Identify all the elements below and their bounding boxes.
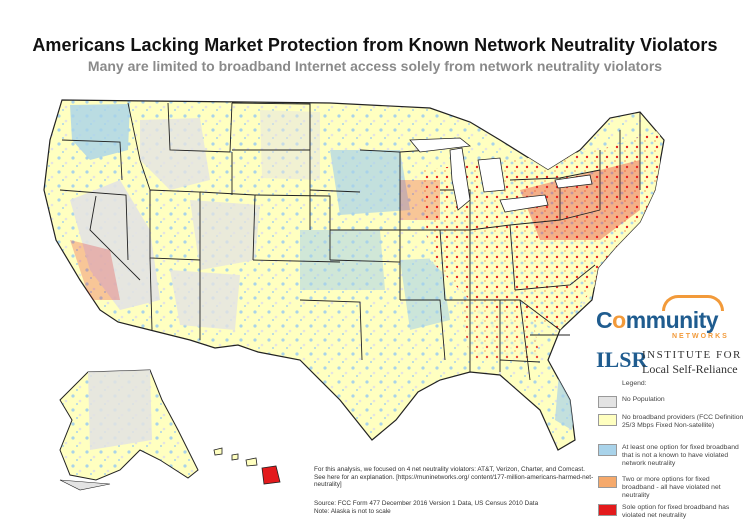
- ilsr-mark: ILSR: [596, 347, 648, 372]
- ilsr-line2: Local Self-Reliance: [642, 362, 738, 376]
- legend-title: Legend:: [622, 380, 647, 387]
- legend-label: No broadband providers (FCC Definition 2…: [622, 414, 744, 429]
- legend-label: At least one option for fixed broadband …: [622, 444, 739, 467]
- legend-swatch: [598, 396, 617, 408]
- community-networks-logo: Community NETWORKS: [596, 295, 736, 345]
- ilsr-logo: ILSR INSTITUTE FOR Local Self-Reliance: [596, 343, 746, 383]
- alaska: [59, 369, 199, 491]
- logo-community-text: Community: [596, 307, 719, 333]
- legend-swatch: [598, 476, 617, 488]
- alaska-scale-note: Note: Alaska is not to scale: [314, 507, 391, 515]
- legend-label: No Population: [622, 396, 665, 403]
- great-lakes: [409, 137, 593, 213]
- ilsr-line1: INSTITUTE FOR: [642, 349, 742, 361]
- logo-o-letter: o: [612, 307, 626, 333]
- source-note: Source: FCC Form 477 December 2016 Versi…: [314, 500, 594, 515]
- analysis-note: For this analysis, we focused on 4 net n…: [314, 466, 594, 489]
- legend-swatch: [598, 444, 617, 456]
- legend-swatch: [598, 414, 617, 426]
- conus: [43, 99, 665, 451]
- map-subtitle: Many are limited to broadband Internet a…: [87, 58, 663, 74]
- source-text: Source: FCC Form 477 December 2016 Versi…: [314, 500, 539, 507]
- logo-networks-text: NETWORKS: [672, 333, 729, 340]
- hawaii: [213, 447, 281, 485]
- legend-label: Two or more options for fixed broadband …: [622, 476, 721, 499]
- legend-swatch: [598, 504, 617, 516]
- legend-label: Sole option for fixed broadband has viol…: [622, 504, 730, 519]
- map-title: Americans Lacking Market Protection from…: [32, 35, 718, 55]
